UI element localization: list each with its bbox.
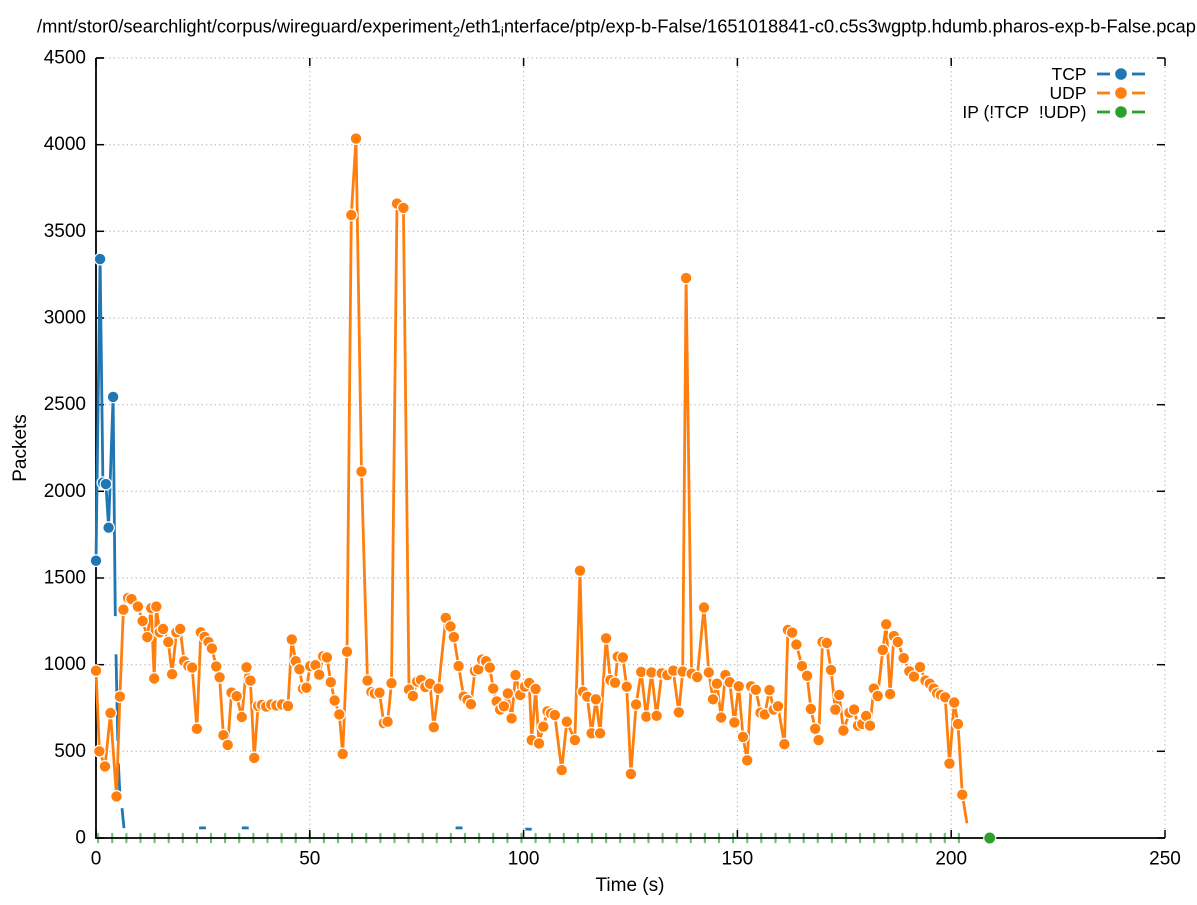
svg-text:Time (s): Time (s)	[596, 875, 665, 896]
svg-text:500: 500	[54, 741, 86, 762]
svg-text:3000: 3000	[44, 308, 86, 329]
svg-text:2500: 2500	[44, 394, 86, 415]
svg-text:200: 200	[935, 849, 967, 870]
svg-text:3500: 3500	[44, 221, 86, 242]
svg-text:2000: 2000	[44, 481, 86, 502]
svg-text:UDP: UDP	[1050, 83, 1087, 103]
svg-text:0: 0	[91, 849, 102, 870]
svg-text:0: 0	[75, 828, 86, 849]
svg-text:IP (!TCP !UDP): IP (!TCP !UDP)	[962, 102, 1086, 122]
svg-text:TCP: TCP	[1052, 64, 1087, 84]
svg-text:250: 250	[1149, 849, 1181, 870]
svg-text:50: 50	[299, 849, 320, 870]
svg-text:150: 150	[722, 849, 754, 870]
svg-text:/mnt/stor0/searchlight/corpus/: /mnt/stor0/searchlight/corpus/wireguard/…	[37, 16, 1197, 40]
svg-text:4000: 4000	[44, 134, 86, 155]
svg-text:1000: 1000	[44, 654, 86, 675]
svg-text:Packets: Packets	[10, 414, 31, 482]
svg-text:100: 100	[508, 849, 540, 870]
svg-text:4500: 4500	[44, 48, 86, 69]
svg-text:1500: 1500	[44, 568, 86, 589]
